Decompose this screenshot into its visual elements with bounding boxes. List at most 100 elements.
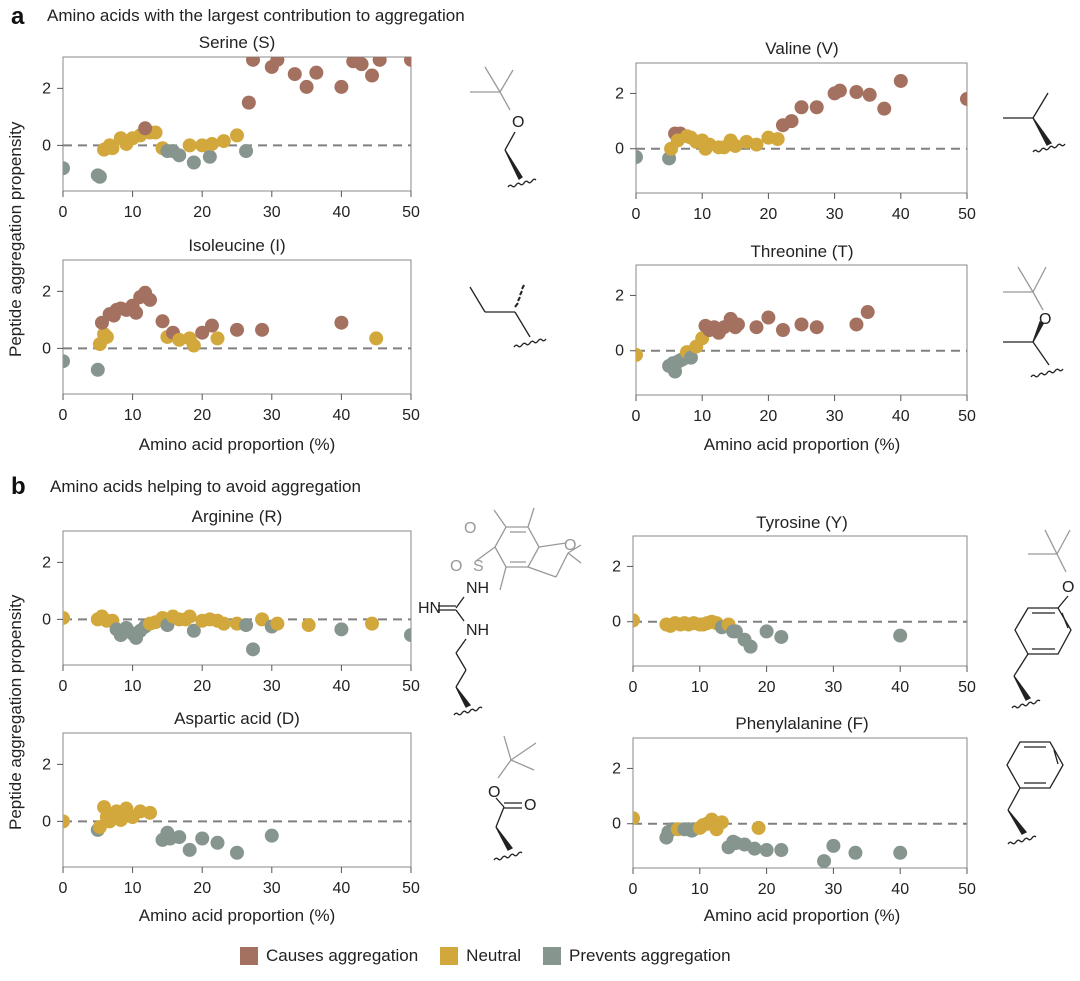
data-point-causes	[730, 317, 745, 332]
data-point-neutral	[182, 609, 197, 624]
data-point-causes	[143, 292, 157, 307]
panel-title-tyrosine: Tyrosine (Y)	[756, 513, 848, 532]
data-point-neutral	[230, 128, 244, 143]
x-tick-label: 10	[124, 407, 142, 424]
data-point-prevents	[636, 150, 643, 165]
data-point-prevents	[182, 842, 197, 857]
plot-threonine: 020 10 20 30 40 50	[615, 264, 976, 425]
data-point-neutral	[728, 138, 743, 153]
plot-frame	[62, 530, 412, 666]
x-tick-label: 50	[402, 407, 420, 424]
data-point-neutral	[633, 811, 640, 826]
x-tick-label: 50	[958, 881, 976, 898]
data-point-causes	[138, 121, 153, 136]
data-point-causes	[195, 325, 210, 340]
data-point-neutral	[216, 134, 231, 149]
data-point-prevents	[186, 623, 201, 638]
y-tick-label: 2	[615, 287, 624, 304]
data-points	[633, 613, 908, 654]
data-point-causes	[354, 57, 369, 72]
atom-label: O	[464, 520, 476, 537]
legend-item-causes: Causes aggregation	[240, 946, 418, 966]
x-tick-label: 0	[59, 407, 68, 424]
y-tick-label: 0	[612, 614, 621, 631]
plot-frame	[635, 264, 968, 396]
structure-isoleucine	[469, 284, 547, 348]
data-point-prevents	[239, 144, 254, 159]
x-tick-label: 40	[333, 407, 351, 424]
plot-isoleucine: 020 10 20 30 40 50	[42, 259, 420, 424]
data-point-causes	[794, 100, 809, 115]
x-tick-label: 0	[632, 206, 641, 223]
structure-valine	[1003, 92, 1066, 153]
y-axis-label-a: Peptide aggregation propensity	[6, 121, 25, 357]
x-tick-label: 30	[825, 679, 843, 696]
data-point-causes	[204, 318, 219, 333]
data-point-prevents	[210, 835, 225, 850]
data-point-neutral	[216, 616, 231, 631]
data-point-causes	[255, 322, 270, 337]
data-point-causes	[862, 87, 877, 102]
atom-label: S	[473, 558, 484, 575]
x-tick-label: 0	[59, 678, 68, 695]
y-tick-label: 2	[42, 756, 51, 773]
data-point-causes	[761, 310, 776, 325]
data-point-prevents	[747, 841, 762, 856]
y-tick-label: 2	[42, 80, 51, 97]
data-point-causes	[365, 68, 380, 83]
section-a-title: Amino acids with the largest contributio…	[47, 6, 465, 25]
panel-title-threonine: Threonine (T)	[750, 242, 854, 261]
legend-swatch-causes	[240, 947, 258, 965]
data-point-causes	[287, 67, 302, 82]
x-tick-label: 20	[193, 407, 211, 424]
data-point-prevents	[63, 161, 70, 176]
data-point-neutral	[301, 618, 316, 633]
plot-phenylalanine: 020 10 20 30 40 50	[612, 737, 976, 898]
atom-label: O	[512, 114, 524, 131]
data-point-causes	[877, 101, 892, 116]
legend-item-neutral: Neutral	[440, 946, 521, 966]
data-point-neutral	[749, 137, 764, 152]
x-axis-label-phenylalanine: Amino acid proportion (%)	[703, 906, 901, 925]
data-point-prevents	[264, 828, 279, 843]
y-tick-label: 0	[615, 141, 624, 158]
data-point-causes	[334, 79, 349, 94]
x-tick-label: 0	[629, 679, 638, 696]
legend-swatch-prevents	[542, 947, 561, 965]
data-point-neutral	[636, 347, 643, 362]
legend-swatch-neutral	[440, 947, 459, 965]
data-points	[63, 800, 279, 860]
x-axis-label-isoleucine: Amino acid proportion (%)	[138, 435, 336, 454]
x-tick-label: 40	[333, 204, 351, 221]
x-tick-label: 50	[402, 880, 420, 897]
y-tick-label: 2	[612, 558, 621, 575]
data-points	[63, 57, 411, 184]
data-point-prevents	[759, 843, 774, 858]
atom-label: HN	[418, 600, 441, 617]
data-point-neutral	[105, 141, 120, 156]
data-point-prevents	[63, 354, 70, 369]
data-point-causes	[155, 314, 170, 329]
x-tick-label: 20	[758, 679, 776, 696]
data-point-prevents	[186, 155, 201, 170]
x-axis-label-aspartic-acid: Amino acid proportion (%)	[138, 906, 336, 925]
data-point-neutral	[186, 338, 201, 353]
data-point-causes	[809, 100, 824, 115]
data-point-causes	[832, 83, 847, 98]
legend-label-neutral: Neutral	[466, 946, 521, 965]
x-tick-label: 10	[693, 408, 711, 425]
data-point-prevents	[728, 624, 743, 639]
x-tick-label: 50	[958, 679, 976, 696]
panel-title-isoleucine: Isoleucine (I)	[188, 236, 286, 255]
x-tick-label: 20	[760, 206, 778, 223]
x-tick-label: 30	[826, 408, 844, 425]
data-point-causes	[794, 317, 809, 332]
data-point-causes	[270, 57, 285, 67]
x-tick-label: 0	[629, 881, 638, 898]
y-tick-label: 0	[42, 813, 51, 830]
atom-label: O	[450, 558, 462, 575]
x-tick-label: 40	[333, 678, 351, 695]
y-tick-label: 2	[612, 760, 621, 777]
data-point-causes	[246, 57, 261, 67]
legend-label-prevents: Prevents aggregation	[568, 946, 731, 965]
